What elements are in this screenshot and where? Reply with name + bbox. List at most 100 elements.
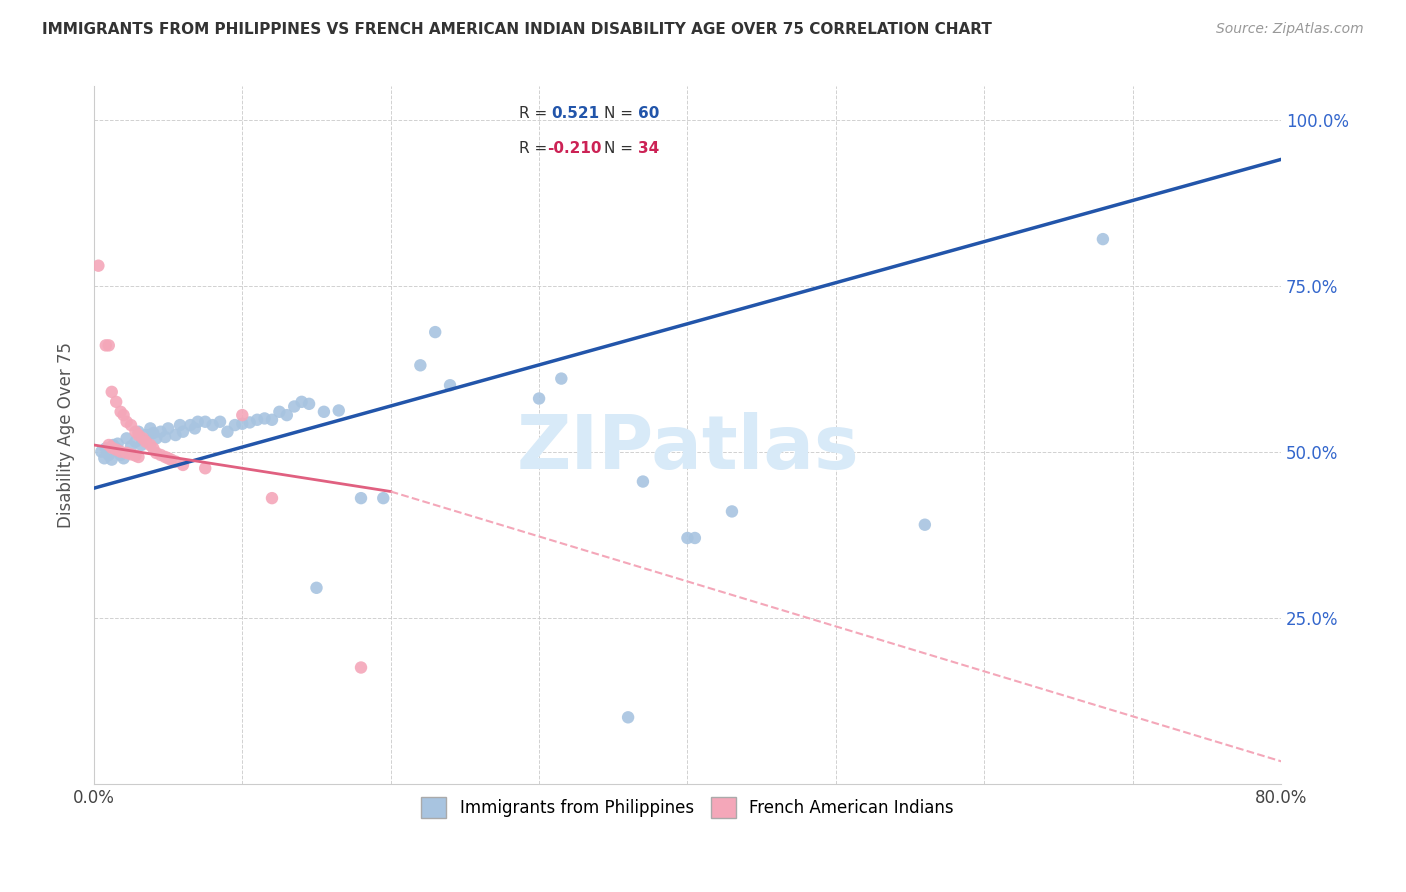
- Point: [187, 415, 209, 429]
- Point: [112, 408, 135, 422]
- Text: R =: R =: [519, 141, 553, 156]
- Point: [194, 461, 217, 475]
- Point: [172, 458, 194, 472]
- Point: [253, 411, 276, 425]
- Point: [124, 425, 146, 439]
- Point: [246, 413, 269, 427]
- Point: [209, 415, 232, 429]
- Point: [149, 448, 172, 462]
- Point: [87, 259, 110, 273]
- Point: [217, 425, 239, 439]
- Point: [409, 359, 432, 373]
- Point: [527, 392, 550, 406]
- Point: [115, 415, 138, 429]
- Text: -0.210: -0.210: [547, 141, 602, 156]
- Text: Source: ZipAtlas.com: Source: ZipAtlas.com: [1216, 22, 1364, 37]
- Point: [260, 413, 283, 427]
- Point: [439, 378, 461, 392]
- Point: [291, 394, 314, 409]
- Point: [112, 451, 135, 466]
- Point: [110, 448, 132, 462]
- Point: [283, 400, 305, 414]
- Point: [721, 504, 744, 518]
- Point: [165, 428, 187, 442]
- Point: [93, 451, 115, 466]
- Point: [224, 418, 246, 433]
- Point: [139, 421, 162, 435]
- Point: [683, 531, 706, 545]
- Point: [127, 425, 149, 439]
- Point: [142, 425, 165, 440]
- Point: [120, 439, 142, 453]
- Point: [124, 434, 146, 449]
- Point: [269, 405, 291, 419]
- Point: [110, 444, 132, 458]
- Point: [157, 451, 180, 466]
- Text: 34: 34: [637, 141, 659, 156]
- Point: [231, 408, 253, 422]
- Text: R =: R =: [519, 106, 553, 121]
- Text: 60: 60: [637, 106, 659, 121]
- Point: [115, 431, 138, 445]
- Point: [103, 438, 125, 452]
- Point: [142, 442, 165, 456]
- Point: [149, 425, 172, 439]
- Point: [617, 710, 640, 724]
- Point: [305, 581, 328, 595]
- Point: [312, 405, 335, 419]
- Point: [90, 444, 112, 458]
- Point: [194, 415, 217, 429]
- Point: [120, 418, 142, 433]
- Point: [105, 442, 128, 456]
- Point: [145, 446, 167, 460]
- Point: [97, 338, 120, 352]
- Point: [425, 325, 447, 339]
- Point: [373, 491, 395, 505]
- Point: [124, 449, 146, 463]
- Point: [276, 408, 298, 422]
- Point: [328, 403, 350, 417]
- Point: [153, 450, 176, 464]
- Point: [132, 431, 155, 445]
- Point: [131, 438, 153, 452]
- Point: [120, 447, 142, 461]
- Point: [350, 660, 373, 674]
- Point: [550, 371, 572, 385]
- Text: 0.521: 0.521: [551, 106, 599, 121]
- Point: [179, 418, 201, 433]
- Point: [157, 421, 180, 435]
- Point: [97, 448, 120, 462]
- Legend: Immigrants from Philippines, French American Indians: Immigrants from Philippines, French Amer…: [415, 790, 960, 824]
- Point: [94, 442, 117, 456]
- Point: [350, 491, 373, 505]
- Text: ZIPatlas: ZIPatlas: [516, 412, 859, 485]
- Point: [201, 418, 224, 433]
- Text: IMMIGRANTS FROM PHILIPPINES VS FRENCH AMERICAN INDIAN DISABILITY AGE OVER 75 COR: IMMIGRANTS FROM PHILIPPINES VS FRENCH AM…: [42, 22, 993, 37]
- Point: [160, 452, 183, 467]
- Point: [100, 452, 122, 467]
- Point: [107, 436, 129, 450]
- Point: [231, 417, 253, 431]
- Point: [298, 397, 321, 411]
- Point: [169, 418, 191, 433]
- Point: [127, 428, 149, 442]
- Point: [110, 405, 132, 419]
- Y-axis label: Disability Age Over 75: Disability Age Over 75: [58, 342, 75, 528]
- Point: [105, 394, 128, 409]
- Point: [145, 431, 167, 445]
- Text: N =: N =: [605, 106, 638, 121]
- Point: [139, 438, 162, 452]
- Text: N =: N =: [605, 141, 638, 156]
- Point: [94, 338, 117, 352]
- Point: [914, 517, 936, 532]
- Point: [1091, 232, 1114, 246]
- Point: [135, 434, 157, 449]
- Point: [100, 441, 122, 455]
- Point: [184, 421, 207, 435]
- Point: [172, 425, 194, 439]
- Point: [676, 531, 699, 545]
- Point: [105, 442, 128, 457]
- Point: [135, 428, 157, 442]
- Point: [97, 438, 120, 452]
- Point: [153, 430, 176, 444]
